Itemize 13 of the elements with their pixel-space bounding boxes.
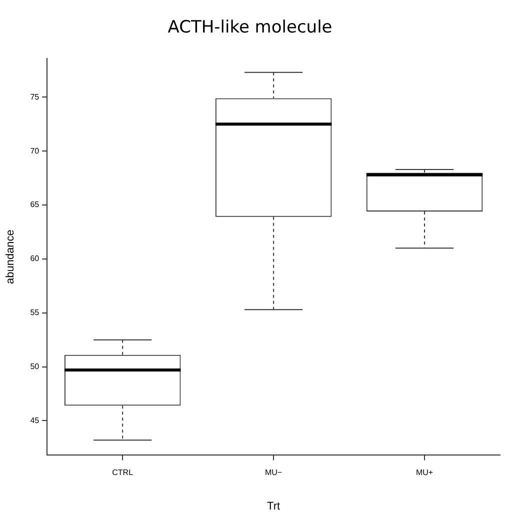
x-tick-label: MU+ xyxy=(416,468,434,478)
y-tick-label: 45 xyxy=(30,416,40,425)
y-tick-label: 65 xyxy=(30,200,40,210)
y-tick-label: 60 xyxy=(30,254,40,264)
x-tick-label: CTRL xyxy=(112,468,134,478)
y-tick-label: 75 xyxy=(30,92,40,102)
x-tick-label: MU− xyxy=(264,468,282,478)
y-tick-label: 55 xyxy=(30,308,40,318)
x-axis-title: Trt xyxy=(267,500,280,512)
y-axis-title: abundance xyxy=(4,230,17,284)
y-tick-label: 70 xyxy=(30,146,40,156)
chart-title: ACTH-like molecule xyxy=(168,18,332,38)
y-tick-label: 50 xyxy=(30,362,40,371)
